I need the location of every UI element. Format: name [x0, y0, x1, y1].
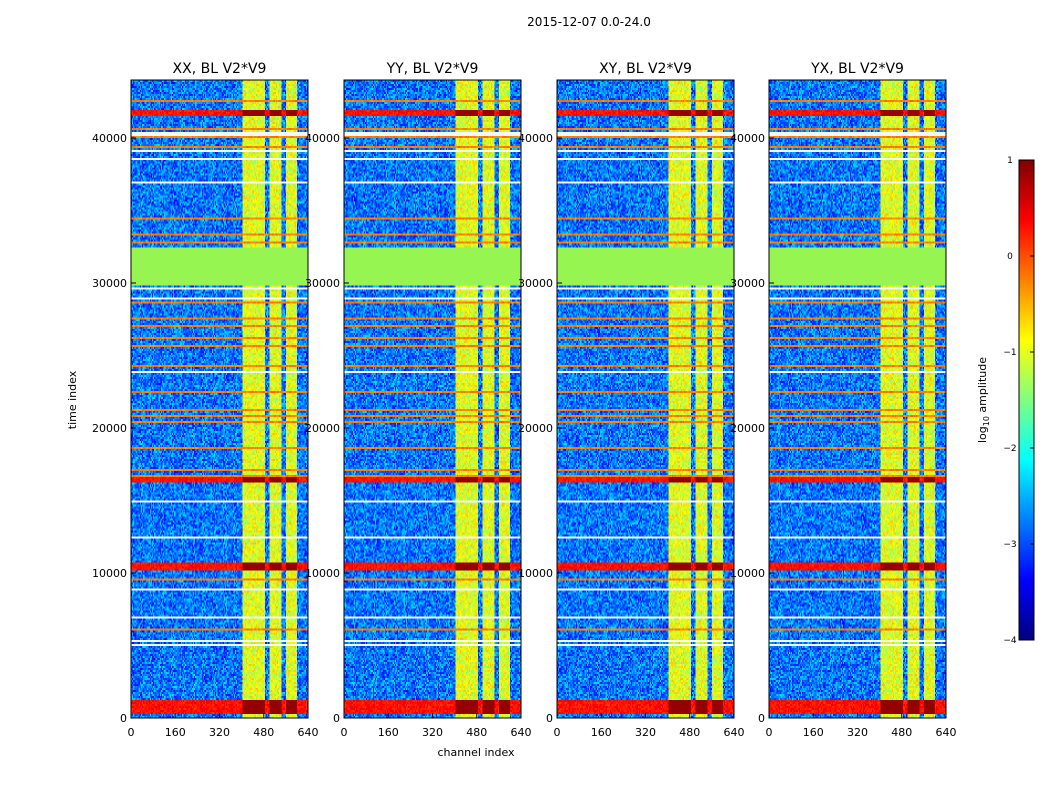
colorbar-ticks: 1 0 −1 −2 −3 −4: [1003, 156, 1034, 646]
heatmap-yy: [344, 80, 521, 718]
y-tick-label: 20000: [518, 422, 553, 435]
panel-title-xy: XY, BL V2*V9: [599, 61, 692, 77]
x-tick-label: 480: [253, 726, 274, 739]
colorbar-tick-label: −1: [1003, 348, 1016, 358]
y-axis-label: time index: [66, 370, 79, 429]
colorbar-tick-label: 1: [1007, 156, 1013, 166]
x-tick-label: 0: [766, 726, 773, 739]
x-tick-label: 160: [378, 726, 399, 739]
x-tick-label: 640: [724, 726, 745, 739]
y-tick-label: 20000: [305, 422, 340, 435]
panel-yy: YY, BL V2*V9 0 160 320 480 640 0 10000 20000 3000…: [305, 61, 532, 739]
colorbar-tick-label: 0: [1007, 252, 1013, 262]
y-tick-label: 0: [546, 712, 553, 725]
y-tick-label: 40000: [92, 132, 127, 145]
x-tick-label: 320: [209, 726, 230, 739]
y-tick-label: 10000: [518, 567, 553, 580]
x-tick-label: 320: [847, 726, 868, 739]
colorbar-label-amplitude: amplitude: [976, 357, 989, 416]
colorbar-gradient: [1018, 159, 1035, 641]
y-tick-label: 20000: [92, 422, 127, 435]
x-tick-label: 320: [422, 726, 443, 739]
y-tick-label: 30000: [518, 277, 553, 290]
figure-suptitle: 2015-12-07 0.0-24.0: [527, 15, 651, 29]
y-tick-label: 10000: [92, 567, 127, 580]
y-tick-label: 10000: [305, 567, 340, 580]
y-tick-label: 30000: [730, 277, 765, 290]
y-tick-label: 0: [333, 712, 340, 725]
y-tick-label: 0: [120, 712, 127, 725]
x-axis-label: channel index: [437, 746, 515, 759]
panel-title-xx: XX, BL V2*V9: [173, 61, 267, 77]
y-tick-label: 30000: [305, 277, 340, 290]
heatmap-xy: [557, 80, 734, 718]
x-tick-label: 0: [554, 726, 561, 739]
x-tick-label: 480: [891, 726, 912, 739]
y-tick-label: 40000: [305, 132, 340, 145]
x-tick-label: 320: [635, 726, 656, 739]
y-tick-label: 0: [758, 712, 765, 725]
panel-xx: XX, BL V2*V9 0 160 320 480 640 0 10000 20000 3000…: [92, 61, 319, 739]
y-tick-label: 20000: [730, 422, 765, 435]
colorbar-label: log10 amplitude: [976, 357, 991, 443]
x-tick-label: 160: [591, 726, 612, 739]
colorbar-tick-label: −4: [1003, 636, 1017, 646]
x-tick-label: 160: [803, 726, 824, 739]
x-tick-label: 0: [341, 726, 348, 739]
y-tick-label: 40000: [730, 132, 765, 145]
x-tick-label: 480: [679, 726, 700, 739]
panel-title-yx: YX, BL V2*V9: [810, 61, 904, 77]
colorbar-label-base: 10: [982, 416, 991, 426]
colorbar-tick-label: −2: [1003, 444, 1016, 454]
y-tick-label: 30000: [92, 277, 127, 290]
x-tick-label: 640: [298, 726, 319, 739]
x-tick-label: 160: [165, 726, 186, 739]
x-tick-label: 480: [466, 726, 487, 739]
colorbar-label-log: log: [976, 426, 989, 443]
heatmap-xx: [131, 80, 308, 718]
y-tick-label: 40000: [518, 132, 553, 145]
heatmap-panels: XX, BL V2*V9 0 160 320 480 640 0 10000 20000 3000…: [92, 61, 957, 739]
heatmap-yx: [769, 80, 946, 718]
panel-yx: YX, BL V2*V9 0 160 320 480 640 0 10000 20000 3000…: [730, 61, 957, 739]
x-tick-label: 640: [511, 726, 532, 739]
colorbar: 10−1−2−3−4 log10 amplitude: [976, 156, 1035, 646]
x-tick-label: 640: [936, 726, 957, 739]
panel-title-yy: YY, BL V2*V9: [386, 61, 479, 77]
colorbar-tick-label: −3: [1003, 540, 1016, 550]
panel-xy: XY, BL V2*V9 0 160 320 480 640 0 10000 20000 3000…: [518, 61, 745, 739]
y-tick-label: 10000: [730, 567, 765, 580]
x-tick-label: 0: [128, 726, 135, 739]
